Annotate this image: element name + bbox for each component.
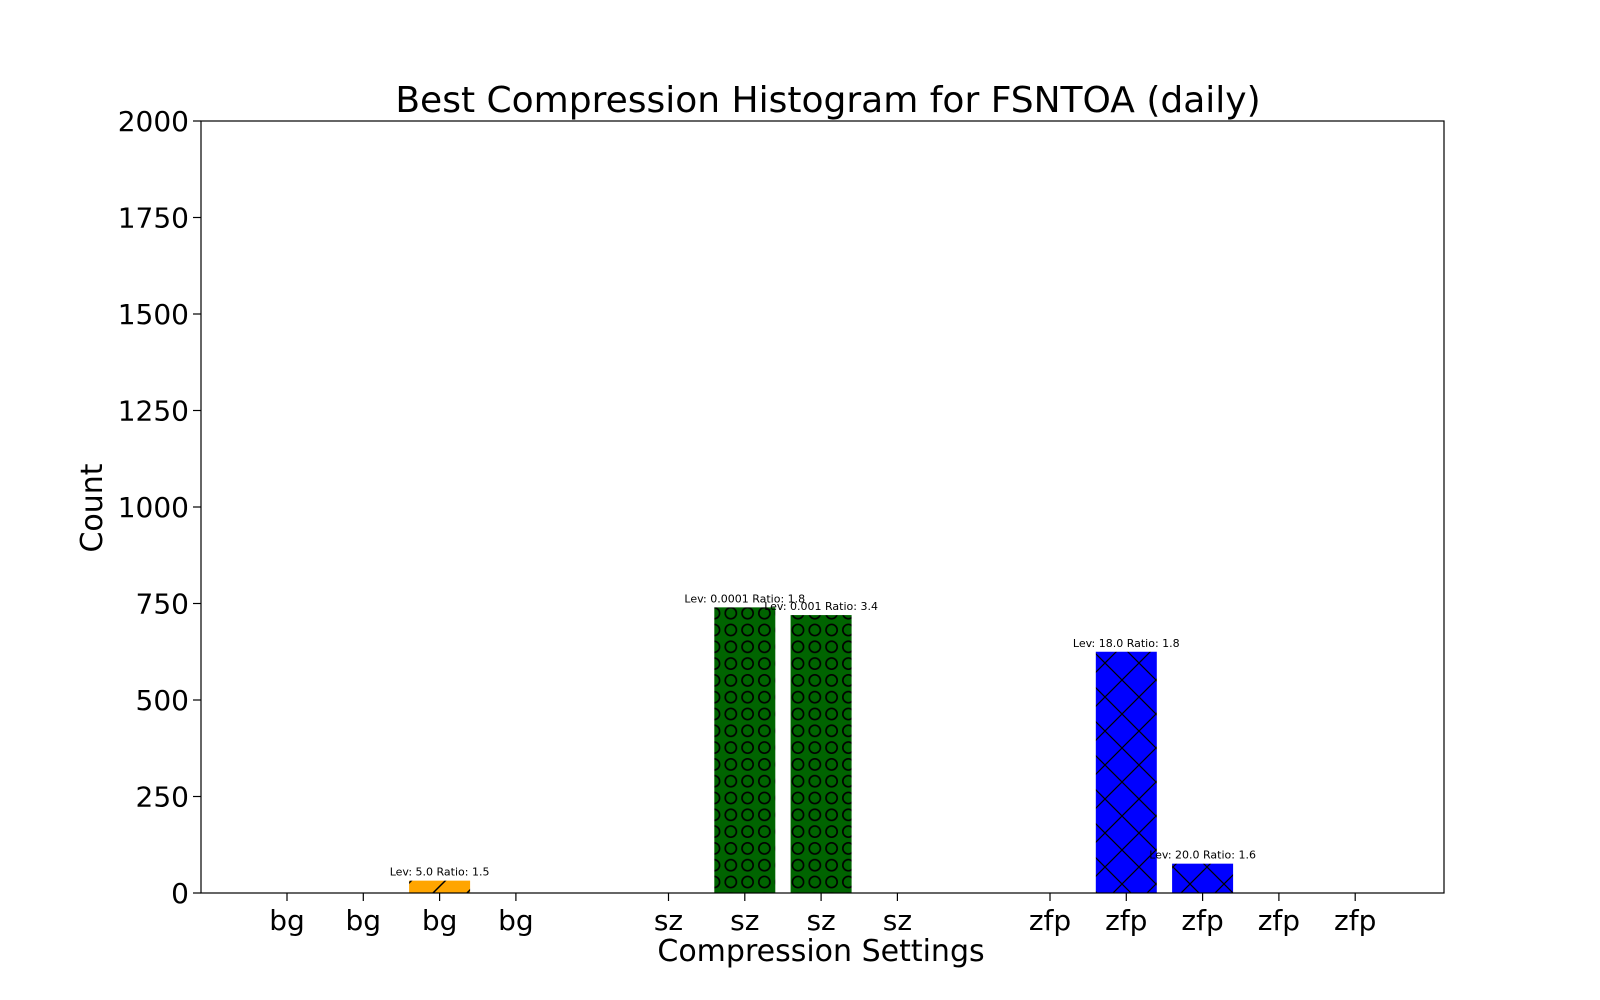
bars-layer bbox=[409, 607, 1234, 893]
x-tick-label: bg bbox=[269, 904, 305, 937]
x-tick-label: zfp bbox=[1334, 904, 1376, 937]
bar-data-label: Lev: 18.0 Ratio: 1.8 bbox=[1073, 637, 1180, 650]
bar-data-label: Lev: 20.0 Ratio: 1.6 bbox=[1149, 849, 1256, 862]
bar-data-label: Lev: 5.0 Ratio: 1.5 bbox=[390, 866, 490, 879]
x-tick-label: sz bbox=[806, 904, 835, 937]
bar-bg-3 bbox=[409, 880, 471, 893]
x-tick-label: zfp bbox=[1258, 904, 1300, 937]
bar-sz-3 bbox=[790, 615, 852, 893]
x-tick-label: bg bbox=[346, 904, 382, 937]
y-tick-label: 0 bbox=[171, 877, 189, 910]
y-tick-label: 1250 bbox=[118, 395, 189, 428]
x-tick-label: sz bbox=[883, 904, 912, 937]
x-axis-label: Compression Settings bbox=[657, 934, 984, 969]
x-axis: bg bg bg bg sz sz sz sz zfp zfp zfp zfp zfp bbox=[269, 893, 1376, 937]
plot-frame bbox=[200, 120, 1445, 894]
y-tick-label: 1500 bbox=[118, 298, 189, 331]
x-tick-label: bg bbox=[498, 904, 534, 937]
x-tick-label: zfp bbox=[1029, 904, 1071, 937]
bar-labels-layer: Lev: 5.0 Ratio: 1.5 Lev: 0.0001 Ratio: 1.… bbox=[390, 592, 1256, 878]
y-axis-label: Count bbox=[75, 463, 110, 552]
bar-sz-2 bbox=[714, 607, 776, 893]
x-tick-label: sz bbox=[654, 904, 683, 937]
y-tick-label: 2000 bbox=[118, 105, 189, 138]
bar-data-label: Lev: 0.001 Ratio: 3.4 bbox=[764, 600, 878, 613]
y-tick-label: 1750 bbox=[118, 202, 189, 235]
x-tick-label: zfp bbox=[1181, 904, 1223, 937]
x-tick-label: sz bbox=[730, 904, 759, 937]
chart-title: Best Compression Histogram for FSNTOA (d… bbox=[395, 80, 1260, 121]
bar-zfp-2 bbox=[1095, 651, 1157, 893]
y-tick-label: 750 bbox=[136, 588, 189, 621]
x-tick-label: bg bbox=[422, 904, 458, 937]
y-tick-label: 250 bbox=[136, 781, 189, 814]
bar-zfp-3 bbox=[1172, 863, 1234, 893]
y-tick-label: 1000 bbox=[118, 491, 189, 524]
y-tick-label: 500 bbox=[136, 684, 189, 717]
y-axis: 0 250 500 750 1000 1250 1500 1750 2000 bbox=[118, 105, 201, 910]
x-tick-label: zfp bbox=[1105, 904, 1147, 937]
bar-data-label: Lev: 0.0001 Ratio: 1.8 bbox=[684, 592, 805, 605]
